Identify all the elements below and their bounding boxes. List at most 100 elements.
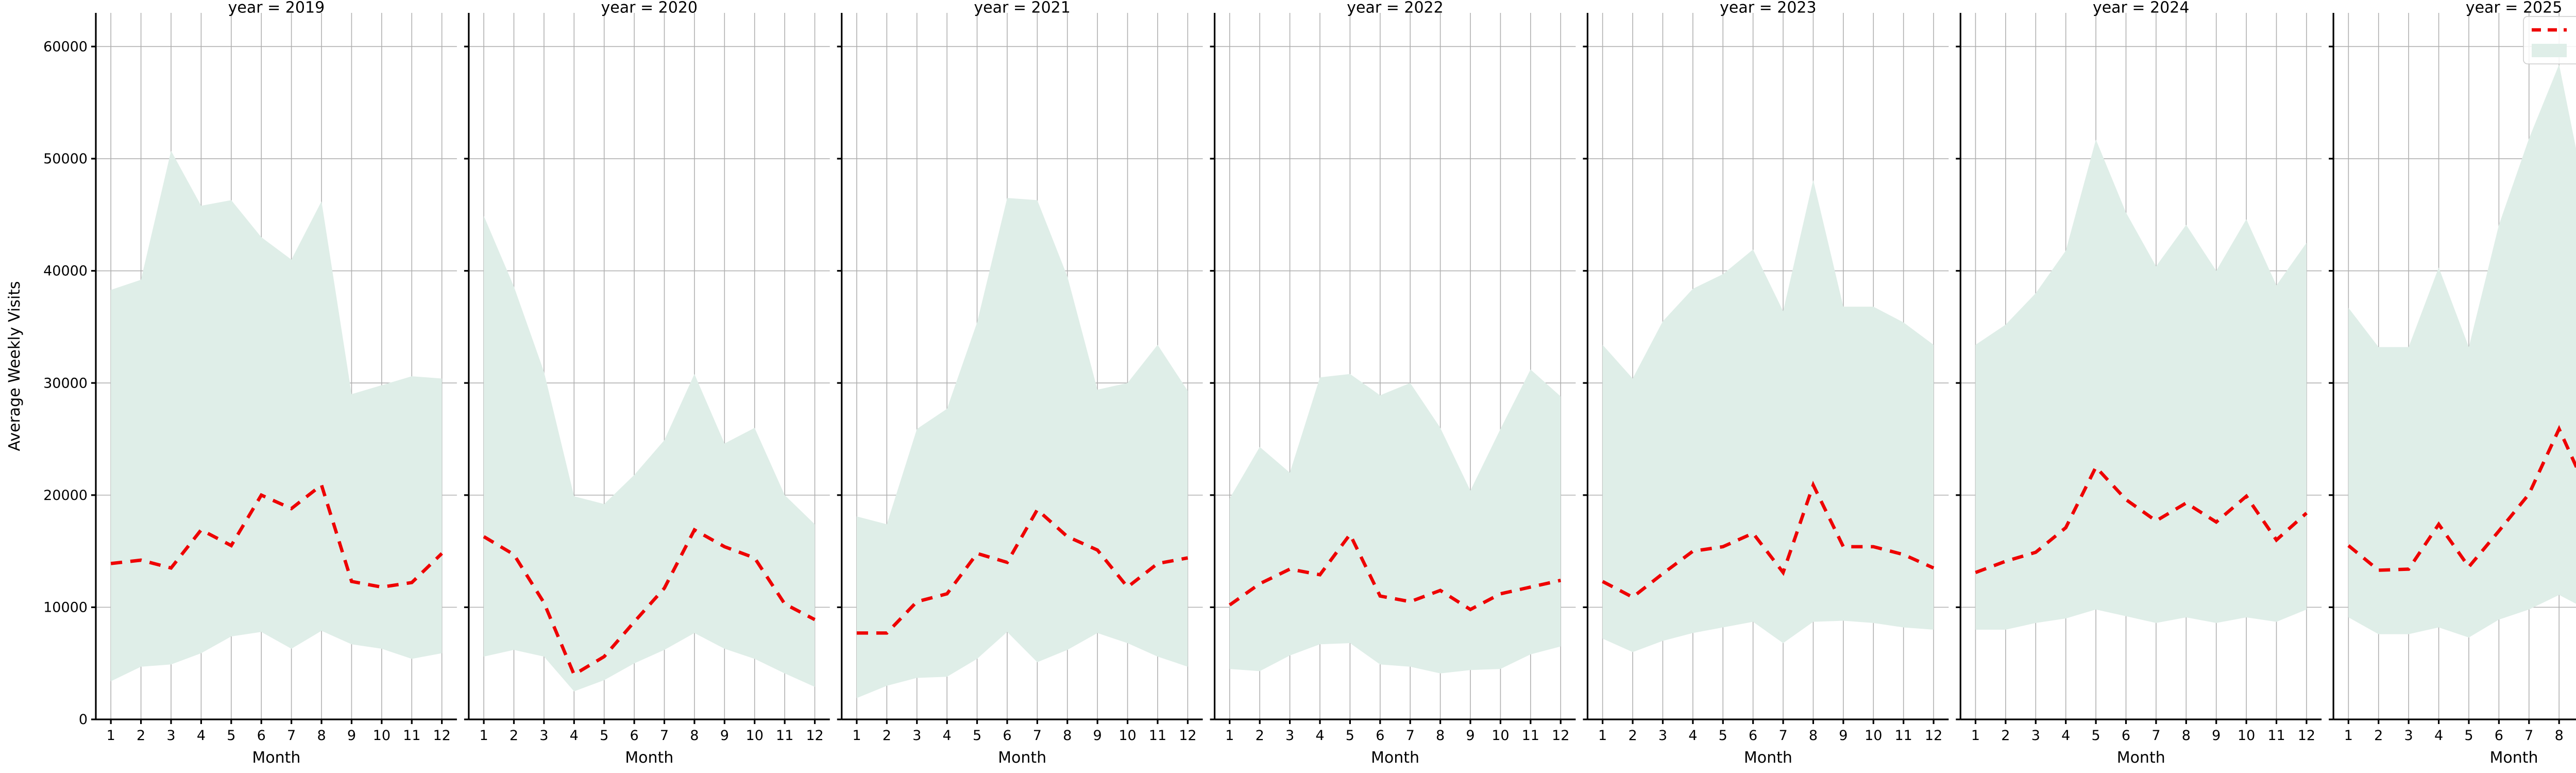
x-tick-label: 1 (2344, 728, 2353, 744)
x-axis-label: Month (998, 749, 1046, 767)
x-tick-label: 8 (690, 728, 699, 744)
x-tick-label: 6 (1003, 728, 1011, 744)
x-tick-label: 4 (570, 728, 579, 744)
x-tick-label: 4 (1315, 728, 1324, 744)
y-tick-label: 10000 (43, 600, 88, 616)
x-axis-label: Month (252, 749, 300, 767)
y-tick-label: 60000 (43, 39, 88, 55)
x-tick-label: 2 (883, 728, 891, 744)
x-tick-label: 7 (2151, 728, 2160, 744)
y-tick-label: 30000 (43, 375, 88, 391)
x-tick-label: 2 (137, 728, 145, 744)
percentile-band (1975, 139, 2307, 630)
x-tick-label: 3 (1658, 728, 1667, 744)
x-tick-label: 3 (539, 728, 548, 744)
x-tick-label: 5 (1719, 728, 1727, 744)
facet-title-2019: year = 2019 (228, 0, 325, 17)
x-tick-label: 10 (373, 728, 391, 744)
percentile-band (484, 215, 815, 692)
percentile-band (1602, 180, 1934, 652)
x-tick-label: 5 (973, 728, 981, 744)
x-tick-label: 12 (806, 728, 823, 744)
x-tick-label: 4 (943, 728, 952, 744)
x-tick-label: 12 (1925, 728, 1942, 744)
x-tick-label: 2 (1628, 728, 1637, 744)
facet-title-2021: year = 2021 (974, 0, 1071, 17)
x-tick-label: 9 (1466, 728, 1475, 744)
x-tick-label: 7 (2524, 728, 2533, 744)
x-tick-label: 1 (852, 728, 861, 744)
x-tick-label: 2 (1256, 728, 1264, 744)
x-tick-label: 3 (166, 728, 175, 744)
x-tick-label: 11 (776, 728, 793, 744)
x-tick-label: 2 (2374, 728, 2383, 744)
median-line (1228, 531, 1561, 612)
x-tick-label: 2 (510, 728, 518, 744)
x-tick-label: 12 (2298, 728, 2315, 744)
median-line (856, 507, 1188, 635)
x-tick-label: 3 (2404, 728, 2413, 744)
x-tick-label: 8 (1436, 728, 1445, 744)
x-tick-label: 9 (2212, 728, 2221, 744)
y-tick-label: 50000 (43, 151, 88, 167)
x-tick-label: 5 (600, 728, 608, 744)
x-tick-label: 10 (2238, 728, 2255, 744)
x-tick-label: 7 (660, 728, 669, 744)
x-tick-label: 11 (1895, 728, 1912, 744)
x-tick-label: 12 (1179, 728, 1196, 744)
x-tick-label: 7 (287, 728, 296, 744)
x-tick-label: 1 (107, 728, 115, 744)
x-tick-label: 1 (1598, 728, 1607, 744)
percentile-band (2348, 64, 2576, 638)
x-tick-label: 6 (630, 728, 638, 744)
x-axis-label: Month (2490, 749, 2538, 767)
x-tick-label: 1 (479, 728, 488, 744)
percentile-band (1229, 369, 1561, 674)
y-tick-label: 0 (79, 712, 88, 728)
x-tick-label: 9 (1839, 728, 1848, 744)
x-tick-label: 6 (1376, 728, 1384, 744)
x-tick-label: 3 (2031, 728, 2040, 744)
x-tick-label: 4 (1688, 728, 1697, 744)
x-tick-label: 4 (2061, 728, 2070, 744)
x-tick-label: 11 (1149, 728, 1166, 744)
x-tick-label: 10 (1118, 728, 1136, 744)
x-tick-label: 10 (746, 728, 764, 744)
chart-legend[interactable]: Median25th-75th Percentile (2523, 16, 2576, 64)
y-axis-label-group: Average Weekly Visits (6, 281, 24, 451)
y-tick-label: 20000 (43, 488, 88, 503)
median-line (483, 527, 816, 677)
x-tick-label: 1 (1225, 728, 1234, 744)
y-tick-label: 40000 (43, 263, 88, 279)
x-tick-label: 11 (403, 728, 420, 744)
x-tick-label: 8 (317, 728, 326, 744)
x-tick-label: 3 (912, 728, 921, 744)
x-axis-label: Month (1744, 749, 1792, 767)
x-tick-label: 9 (347, 728, 356, 744)
x-axis-label: Month (1371, 749, 1419, 767)
x-tick-label: 1 (1971, 728, 1980, 744)
legend-swatch-percentile (2532, 44, 2567, 57)
x-tick-label: 6 (2495, 728, 2503, 744)
median-line (2347, 425, 2576, 572)
x-tick-label: 9 (1093, 728, 1102, 744)
x-tick-label: 5 (227, 728, 235, 744)
facet-title-2020: year = 2020 (601, 0, 698, 17)
x-tick-label: 5 (2464, 728, 2473, 744)
x-tick-label: 10 (1492, 728, 1509, 744)
median-line (1602, 480, 1935, 599)
percentile-band (856, 198, 1188, 698)
x-tick-label: 4 (2434, 728, 2443, 744)
percentile-band (111, 150, 442, 682)
x-tick-label: 8 (2182, 728, 2191, 744)
x-tick-label: 5 (1346, 728, 1354, 744)
x-tick-label: 10 (1865, 728, 1882, 744)
